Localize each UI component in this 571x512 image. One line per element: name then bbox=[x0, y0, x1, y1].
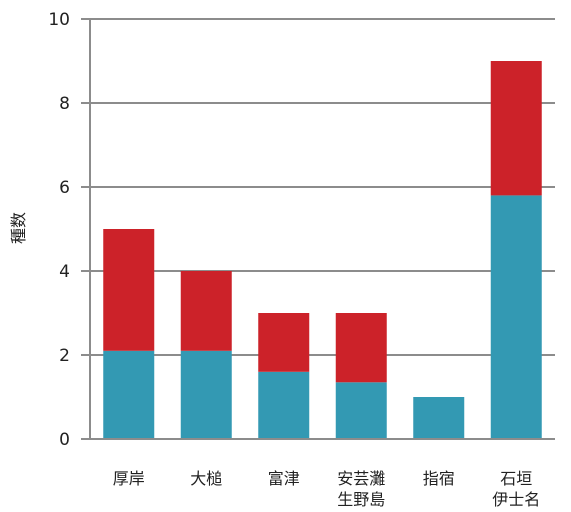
bar-segment-series-1 bbox=[103, 350, 155, 439]
bar-layer bbox=[103, 61, 542, 439]
bar-segment-series-2 bbox=[258, 313, 310, 372]
y-tick-label: 6 bbox=[59, 178, 70, 198]
axis-layer bbox=[81, 18, 555, 440]
y-tick-label: 8 bbox=[59, 94, 70, 114]
x-category-label: 伊士名 bbox=[492, 490, 540, 509]
x-category-label: 生野島 bbox=[337, 490, 385, 509]
x-category-label: 指宿 bbox=[423, 469, 455, 488]
y-axis-label: 種数 bbox=[9, 212, 28, 244]
x-category-label: 安芸灘 bbox=[337, 469, 385, 488]
bar-segment-series-1 bbox=[180, 350, 232, 439]
bar-segment-series-2 bbox=[180, 271, 232, 351]
y-tick-label: 2 bbox=[59, 346, 70, 366]
bar-segment-series-1 bbox=[258, 371, 310, 439]
y-tick-label: 10 bbox=[48, 10, 70, 30]
bar-segment-series-1 bbox=[335, 382, 387, 439]
grid-layer bbox=[90, 18, 555, 356]
x-category-label: 厚岸 bbox=[113, 469, 145, 488]
bar-segment-series-2 bbox=[103, 229, 155, 351]
bar-segment-series-1 bbox=[413, 397, 465, 439]
x-category-label: 石垣 bbox=[500, 469, 532, 488]
bar-segment-series-1 bbox=[490, 195, 542, 439]
y-tick-label: 0 bbox=[59, 430, 70, 450]
y-tick-label: 4 bbox=[59, 262, 70, 282]
bar-segment-series-2 bbox=[335, 313, 387, 383]
x-category-label: 大槌 bbox=[190, 469, 222, 488]
bar-segment-series-2 bbox=[490, 61, 542, 196]
x-category-label: 富津 bbox=[268, 469, 300, 488]
